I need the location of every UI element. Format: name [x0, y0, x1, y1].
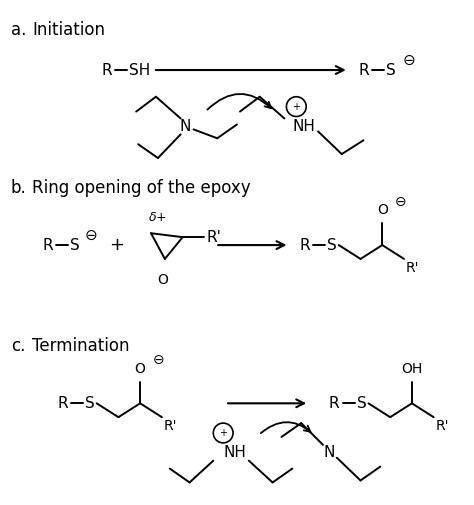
Text: O: O	[135, 362, 146, 376]
Text: Ring opening of the epoxy: Ring opening of the epoxy	[32, 179, 251, 197]
Text: NH: NH	[224, 445, 246, 460]
Text: S: S	[85, 396, 94, 411]
Text: Initiation: Initiation	[32, 21, 105, 38]
Text: OH: OH	[401, 362, 422, 376]
Text: R: R	[299, 237, 310, 252]
Text: $\ominus$: $\ominus$	[394, 194, 407, 209]
Text: R': R'	[436, 419, 449, 433]
Text: $\ominus$: $\ominus$	[84, 228, 97, 243]
Text: O: O	[377, 204, 388, 217]
Text: SH: SH	[129, 63, 151, 78]
Text: NH: NH	[293, 119, 316, 134]
Text: S: S	[386, 63, 396, 78]
Text: R': R'	[164, 419, 177, 433]
Text: +: +	[219, 428, 227, 438]
Text: c.: c.	[11, 337, 25, 355]
Text: R: R	[101, 63, 112, 78]
Text: $\ominus$: $\ominus$	[152, 353, 164, 367]
Text: +: +	[109, 236, 124, 254]
Text: R': R'	[406, 261, 419, 275]
Text: $\ominus$: $\ominus$	[402, 53, 415, 68]
Text: $\delta$+: $\delta$+	[147, 211, 166, 224]
Text: a.: a.	[11, 21, 26, 38]
Text: R: R	[57, 396, 68, 411]
Text: S: S	[327, 237, 337, 252]
Text: R': R'	[206, 230, 221, 244]
Text: +: +	[292, 102, 301, 112]
Text: S: S	[356, 396, 366, 411]
Text: R: R	[358, 63, 369, 78]
Text: Termination: Termination	[32, 337, 130, 355]
Text: R: R	[329, 396, 339, 411]
Text: b.: b.	[11, 179, 27, 197]
Text: S: S	[70, 237, 80, 252]
Text: R: R	[42, 237, 53, 252]
Text: O: O	[157, 273, 168, 287]
Text: N: N	[180, 119, 191, 134]
Text: N: N	[323, 445, 335, 460]
